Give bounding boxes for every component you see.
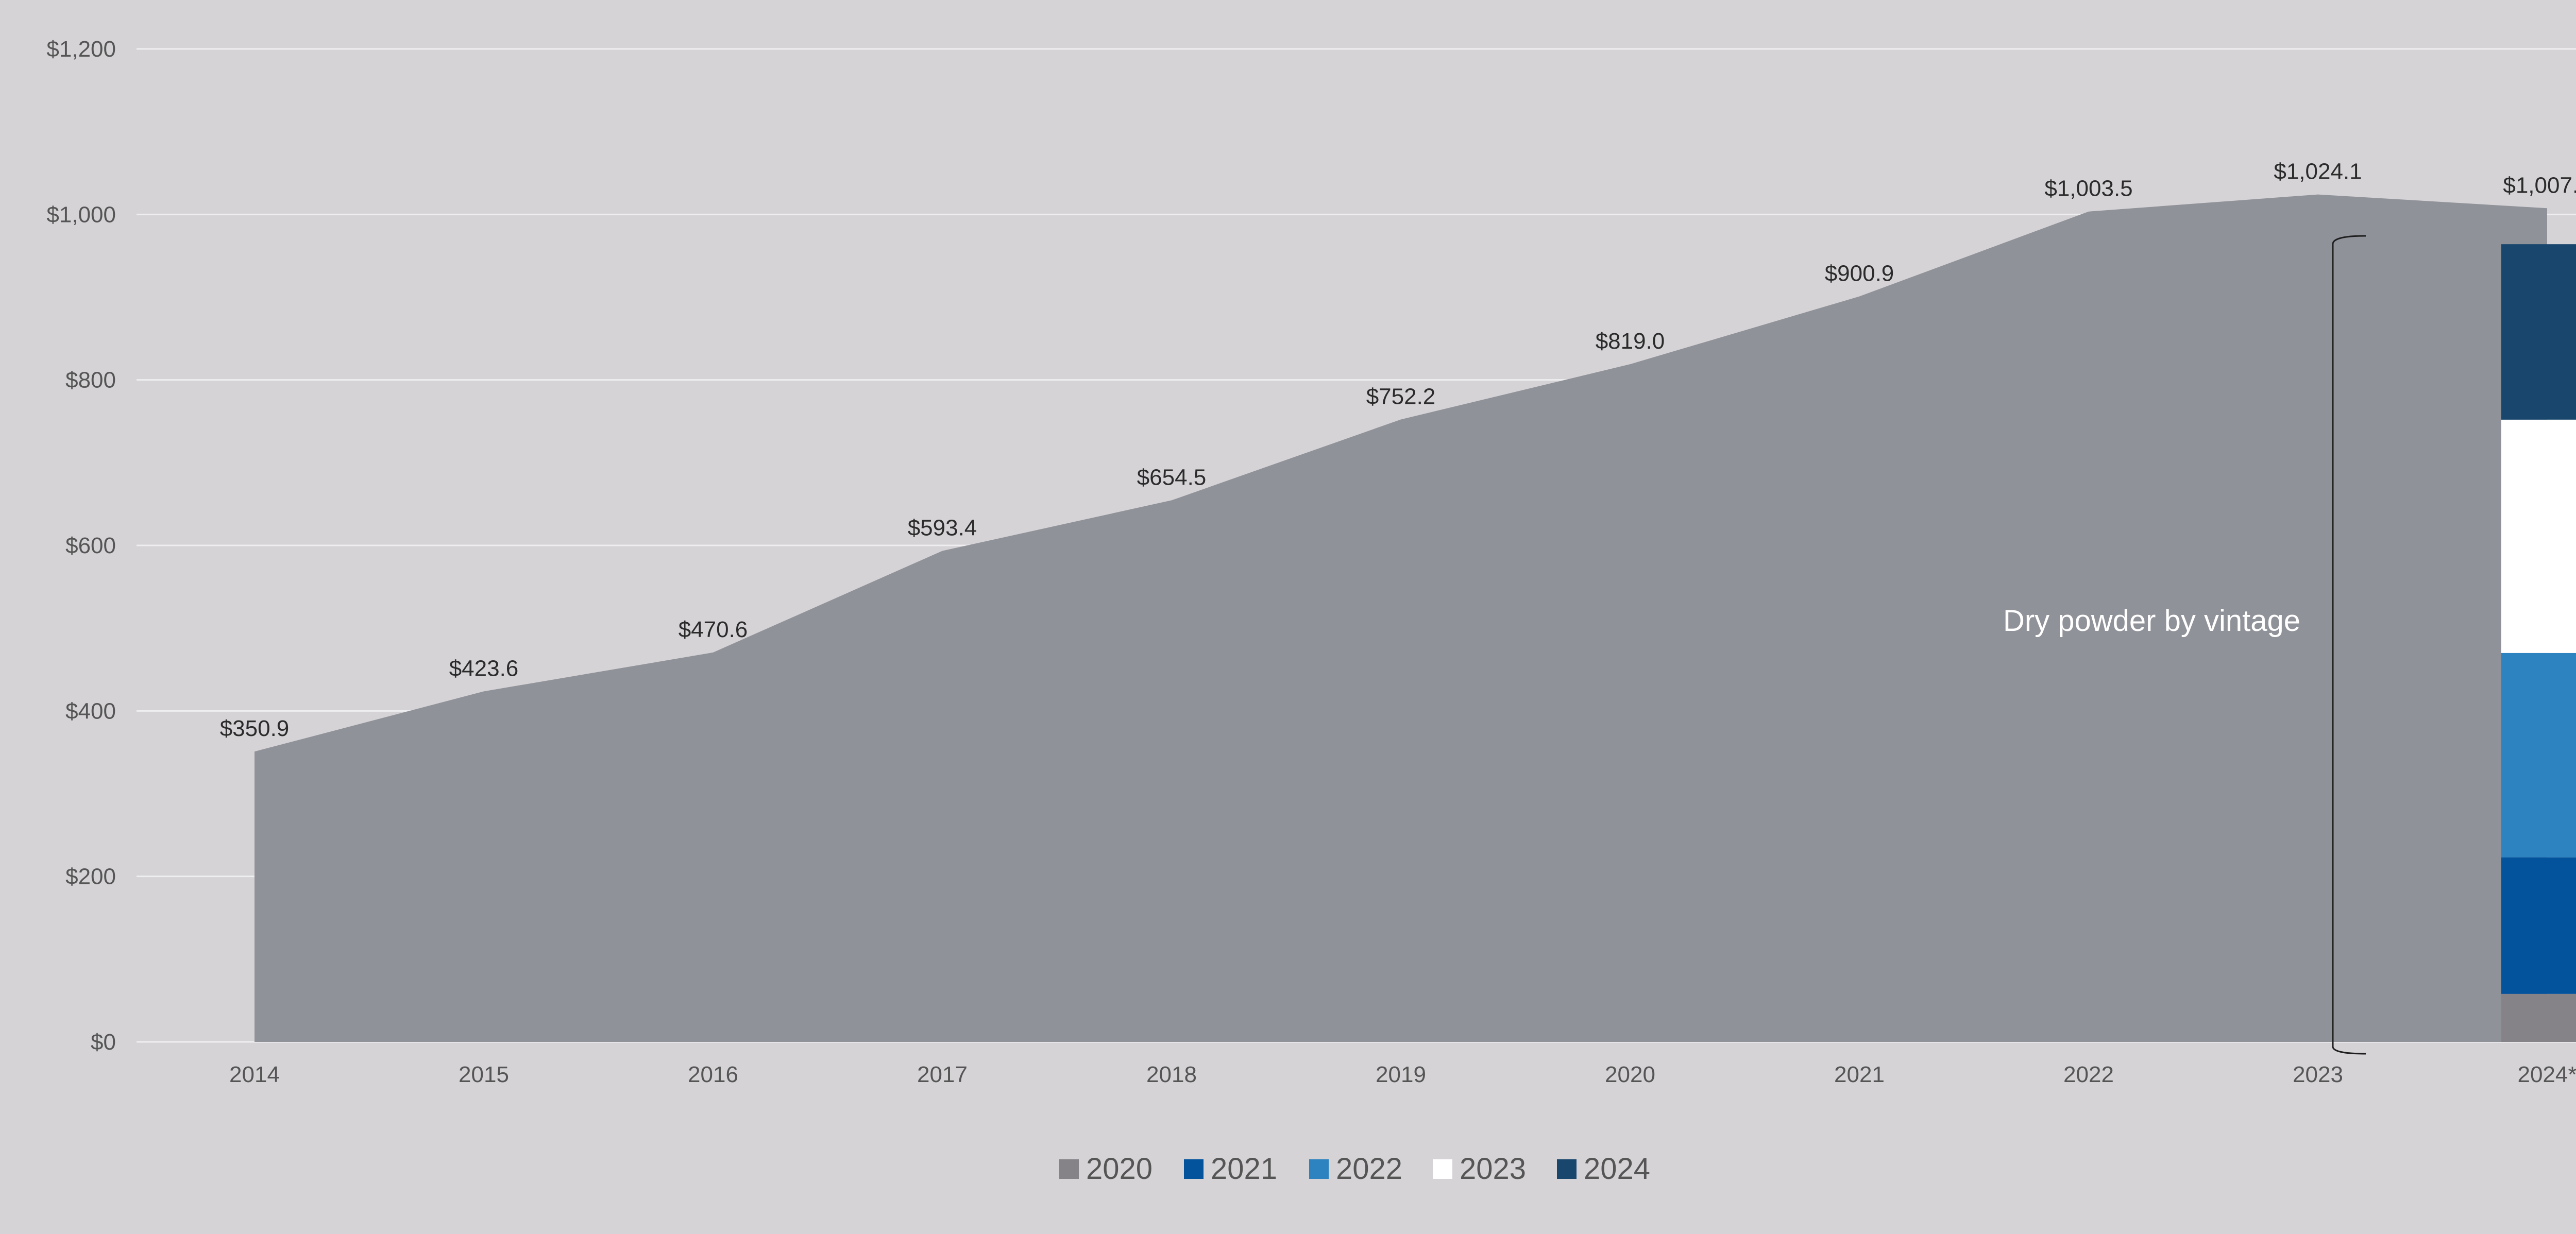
area-series [255, 194, 2547, 1042]
legend-item-2024: 2024 [1557, 1152, 1650, 1186]
data-label-2016: $470.6 [679, 617, 748, 642]
data-label-2014: $350.9 [220, 716, 290, 741]
bar-segment-2022 [2501, 653, 2576, 858]
data-labels: $350.9 $423.6 $470.6 $593.4 $654.5 $752.2 $819… [220, 159, 2576, 742]
bar-segment-2020 [2501, 993, 2576, 1042]
x-tick-label: 2016 [688, 1062, 738, 1087]
y-axis: $0 $200 $400 $600 $800 $1,000 $1,200 [46, 37, 116, 1055]
data-label-2017: $593.4 [908, 516, 977, 541]
legend-label: 2022 [1336, 1152, 1402, 1186]
legend-swatch [1184, 1159, 1204, 1179]
y-tick-label: $1,000 [46, 202, 116, 227]
data-label-2022: $1,003.5 [2044, 176, 2132, 201]
legend-label: 2023 [1460, 1152, 1526, 1186]
x-tick-label: 2023 [2293, 1062, 2343, 1087]
data-label-2021: $900.9 [1825, 261, 1894, 286]
data-label-2019: $752.2 [1366, 384, 1436, 409]
x-tick-label: 2014 [229, 1062, 280, 1087]
legend-label: 2024 [1584, 1152, 1650, 1186]
data-label-2023: $1,024.1 [2274, 159, 2362, 184]
x-tick-label: 2021 [1834, 1062, 1885, 1087]
x-tick-label: 2017 [917, 1062, 968, 1087]
bar-segment-2023 [2501, 419, 2576, 653]
y-tick-label: $400 [65, 698, 116, 724]
legend-swatch [1557, 1159, 1577, 1179]
x-tick-label: 2024* [2517, 1062, 2576, 1087]
data-label-2024*: $1,007.5 [2503, 173, 2576, 198]
y-tick-label: $600 [65, 533, 116, 558]
legend-swatch [1433, 1159, 1452, 1179]
x-tick-label: 2019 [1376, 1062, 1426, 1087]
legend-swatch [1059, 1159, 1079, 1179]
data-label-2015: $423.6 [449, 656, 519, 681]
legend-item-2023: 2023 [1433, 1152, 1526, 1186]
annotation-label: Dry powder by vintage [2003, 604, 2300, 638]
stacked-bar-2024 [2501, 244, 2576, 1042]
vintage-bracket [2332, 235, 2366, 1055]
x-axis: 2014 2015 2016 2017 2018 2019 2020 2021 2022 2023… [229, 1062, 2576, 1087]
legend-swatch [1309, 1159, 1329, 1179]
legend: 2020 2021 2022 2023 2024 [1059, 1152, 1650, 1186]
x-tick-label: 2022 [2063, 1062, 2114, 1087]
annotation-group: Dry powder by vintage [2003, 235, 2366, 1055]
data-label-2018: $654.5 [1137, 465, 1207, 490]
x-tick-label: 2015 [459, 1062, 509, 1087]
y-tick-label: $1,200 [46, 37, 116, 62]
legend-label: 2020 [1086, 1152, 1153, 1186]
area-series-fill [255, 194, 2547, 1042]
y-tick-label: $800 [65, 368, 116, 393]
legend-item-2021: 2021 [1184, 1152, 1277, 1186]
legend-item-2020: 2020 [1059, 1152, 1153, 1186]
legend-item-2022: 2022 [1309, 1152, 1402, 1186]
bar-segment-2024 [2501, 244, 2576, 420]
x-tick-label: 2018 [1146, 1062, 1197, 1087]
bar-segment-2021 [2501, 857, 2576, 994]
x-tick-label: 2020 [1605, 1062, 1655, 1087]
data-label-2020: $819.0 [1596, 329, 1665, 354]
y-tick-label: $0 [91, 1030, 116, 1055]
legend-label: 2021 [1211, 1152, 1277, 1186]
y-tick-label: $200 [65, 864, 116, 889]
